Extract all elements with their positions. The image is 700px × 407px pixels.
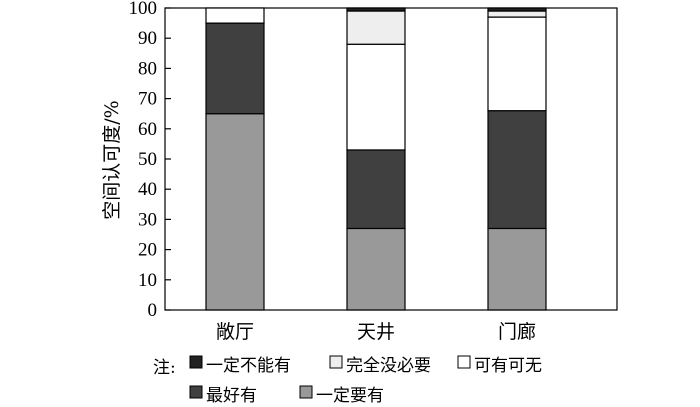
- bar-segment: [346, 149, 406, 230]
- legend-prefix: 注:: [153, 358, 176, 378]
- bar-segment: [487, 110, 547, 230]
- bar-segment: [487, 16, 547, 112]
- legend-swatch: [457, 355, 471, 369]
- y-tick-label: 90: [138, 28, 157, 49]
- bar-segment: [346, 227, 406, 311]
- bar-segment: [346, 10, 406, 45]
- labels: 空间认可度/% 0 10 20 30 40 50 60 70 80 90 100 敞厅 天井 门廊: [101, 0, 536, 343]
- y-tick-label: 30: [138, 209, 157, 230]
- legend-entry: 一定要有: [316, 386, 384, 406]
- legend-swatch: [189, 385, 203, 399]
- y-tick-label: 20: [138, 240, 157, 261]
- bar-segment: [487, 227, 547, 311]
- y-axis-label: 空间认可度/%: [101, 100, 123, 219]
- y-tick-label: 80: [138, 58, 157, 79]
- bars: [205, 7, 547, 311]
- legend-entry: 可有可无: [474, 356, 542, 376]
- legend-swatch: [299, 385, 313, 399]
- bar-segment: [205, 22, 265, 115]
- y-tick-label: 0: [148, 300, 158, 321]
- bar-segment: [205, 7, 265, 24]
- bar-segment: [346, 43, 406, 151]
- bar-segment: [487, 7, 547, 12]
- y-tick-label: 100: [129, 0, 158, 19]
- legend-entry: 完全没必要: [346, 356, 431, 376]
- y-tick-label: 40: [138, 179, 157, 200]
- y-tick-label: 60: [138, 119, 157, 140]
- y-tick-label: 50: [138, 149, 157, 170]
- bar-segment: [346, 7, 406, 12]
- legend-entry: 最好有: [206, 386, 257, 406]
- x-category-label: 天井: [357, 321, 395, 343]
- bar-segment: [205, 113, 265, 311]
- y-tick-label: 10: [138, 270, 157, 291]
- legend-swatch: [329, 355, 343, 369]
- legend-entry: 一定不能有: [206, 356, 291, 376]
- x-category-label: 敞厅: [216, 321, 254, 343]
- x-category-label: 门廊: [498, 321, 536, 343]
- bar-segment: [487, 10, 547, 18]
- legend-swatch: [189, 355, 203, 369]
- y-tick-label: 70: [138, 89, 157, 110]
